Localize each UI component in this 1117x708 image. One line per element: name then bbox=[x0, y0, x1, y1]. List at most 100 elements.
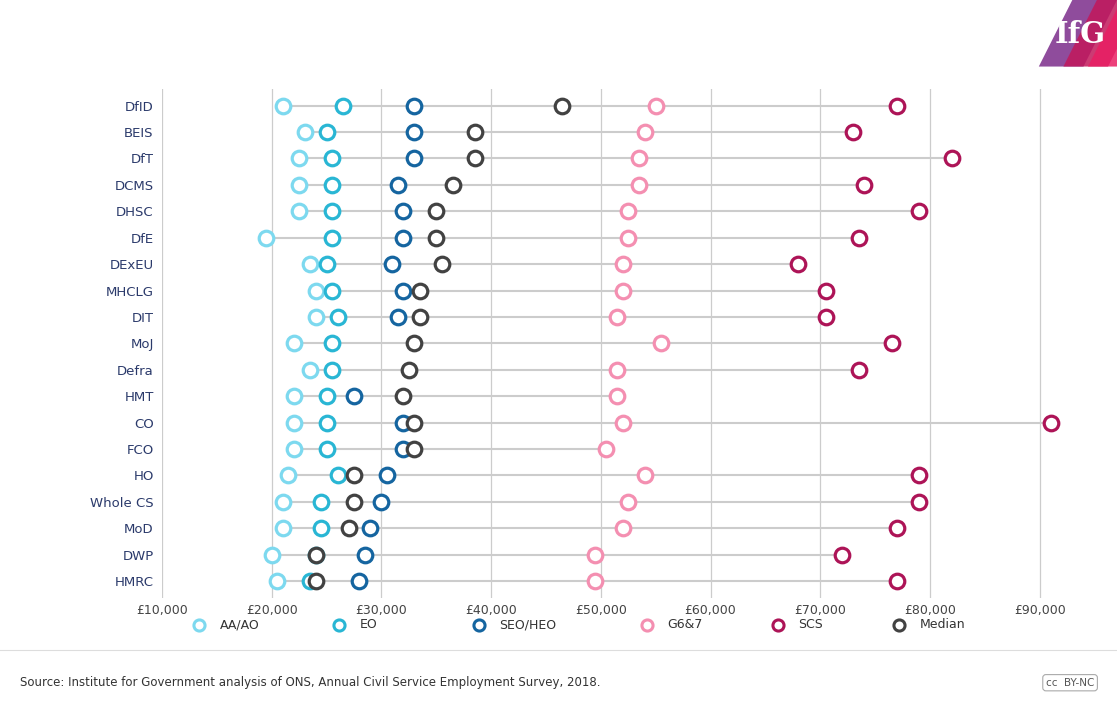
Text: SEO/HEO: SEO/HEO bbox=[499, 618, 556, 632]
Polygon shape bbox=[1039, 0, 1117, 67]
Point bbox=[290, 179, 308, 190]
Polygon shape bbox=[1088, 0, 1117, 67]
Point bbox=[943, 153, 961, 164]
Point bbox=[411, 285, 429, 296]
Point bbox=[394, 205, 412, 217]
Point bbox=[609, 364, 627, 375]
Text: Median pay by department and grade, 2018: Median pay by department and grade, 2018 bbox=[20, 25, 537, 45]
Point bbox=[817, 312, 834, 323]
Point bbox=[609, 391, 627, 402]
Point bbox=[428, 205, 446, 217]
Point bbox=[317, 417, 335, 428]
Point bbox=[323, 285, 341, 296]
Point bbox=[274, 523, 292, 534]
Point bbox=[356, 549, 374, 560]
Point bbox=[274, 496, 292, 508]
Point bbox=[405, 127, 423, 138]
Point bbox=[636, 470, 653, 481]
Point bbox=[340, 523, 357, 534]
Point bbox=[351, 576, 369, 587]
Point bbox=[389, 179, 407, 190]
Point bbox=[652, 338, 670, 349]
Point bbox=[888, 576, 906, 587]
Point bbox=[268, 576, 286, 587]
Point bbox=[405, 443, 423, 455]
Point bbox=[383, 258, 401, 270]
Point bbox=[317, 391, 335, 402]
Point bbox=[302, 576, 319, 587]
Point bbox=[328, 312, 346, 323]
Point bbox=[405, 153, 423, 164]
Point bbox=[630, 153, 648, 164]
Point bbox=[290, 153, 308, 164]
Point bbox=[345, 496, 363, 508]
Point bbox=[586, 549, 604, 560]
Point bbox=[323, 364, 341, 375]
Point bbox=[328, 470, 346, 481]
Point bbox=[345, 470, 363, 481]
Point bbox=[411, 312, 429, 323]
Point bbox=[614, 285, 632, 296]
Point bbox=[302, 258, 319, 270]
Point bbox=[285, 417, 303, 428]
Point bbox=[257, 232, 275, 244]
Point bbox=[285, 391, 303, 402]
Point bbox=[466, 153, 484, 164]
Point bbox=[312, 496, 330, 508]
Point bbox=[609, 312, 627, 323]
Point bbox=[323, 232, 341, 244]
Point bbox=[307, 576, 325, 587]
Text: G6&7: G6&7 bbox=[668, 618, 703, 632]
Point bbox=[614, 258, 632, 270]
Point bbox=[405, 338, 423, 349]
Point bbox=[394, 443, 412, 455]
Polygon shape bbox=[1063, 0, 1117, 67]
Point bbox=[274, 100, 292, 111]
Point bbox=[400, 364, 418, 375]
Point bbox=[307, 285, 325, 296]
Point bbox=[323, 338, 341, 349]
Point bbox=[317, 127, 335, 138]
Point bbox=[394, 391, 412, 402]
Point bbox=[620, 496, 638, 508]
Point bbox=[882, 338, 900, 349]
Point bbox=[856, 179, 873, 190]
Point bbox=[323, 205, 341, 217]
Point bbox=[647, 100, 665, 111]
Text: AA/AO: AA/AO bbox=[220, 618, 259, 632]
Point bbox=[620, 205, 638, 217]
Point bbox=[1042, 417, 1060, 428]
Point bbox=[888, 100, 906, 111]
Point bbox=[620, 232, 638, 244]
Point bbox=[317, 258, 335, 270]
Point bbox=[290, 205, 308, 217]
Point bbox=[389, 312, 407, 323]
Point bbox=[302, 364, 319, 375]
Point bbox=[307, 312, 325, 323]
Text: Median: Median bbox=[919, 618, 965, 632]
Point bbox=[614, 417, 632, 428]
Point bbox=[334, 100, 352, 111]
Point bbox=[630, 179, 648, 190]
Point bbox=[844, 127, 862, 138]
Point bbox=[345, 391, 363, 402]
Point bbox=[378, 470, 395, 481]
Point bbox=[910, 470, 928, 481]
Point bbox=[405, 100, 423, 111]
Point bbox=[312, 523, 330, 534]
Point bbox=[850, 232, 868, 244]
Point bbox=[372, 496, 390, 508]
Point bbox=[598, 443, 615, 455]
Text: IfG: IfG bbox=[1054, 20, 1106, 49]
Point bbox=[317, 443, 335, 455]
Point bbox=[466, 127, 484, 138]
Point bbox=[428, 232, 446, 244]
Point bbox=[394, 232, 412, 244]
Point bbox=[405, 417, 423, 428]
Point bbox=[850, 364, 868, 375]
Point bbox=[833, 549, 851, 560]
Text: Source: Institute for Government analysis of ONS, Annual Civil Service Employmen: Source: Institute for Government analysi… bbox=[20, 676, 601, 689]
Point bbox=[394, 285, 412, 296]
Point bbox=[817, 285, 834, 296]
Point bbox=[586, 576, 604, 587]
